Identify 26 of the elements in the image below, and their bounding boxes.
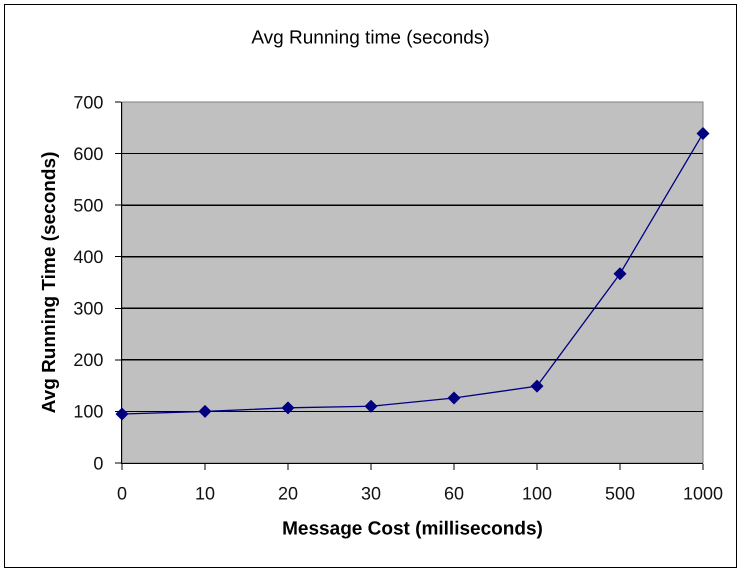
x-tick-label: 1000 (682, 484, 724, 504)
y-tick-label: 100 (73, 402, 104, 422)
point (364, 400, 378, 413)
point (614, 267, 626, 280)
y-tick-label: 700 (73, 92, 104, 112)
y-axis-title: Avg Running Time (seconds) (39, 152, 60, 414)
y-tick-label: 500 (73, 195, 104, 216)
x-tick-label: 10 (194, 484, 216, 504)
point (448, 392, 460, 405)
y-tick-label: 400 (73, 247, 104, 268)
x-tick-label: 60 (444, 484, 464, 504)
point (198, 404, 212, 418)
x-tick-label: 30 (360, 484, 382, 504)
y-tick-label: 0 (93, 453, 104, 474)
y-tick-label: 600 (73, 144, 104, 164)
x-tick-label: 100 (522, 484, 552, 504)
x-axis-title: Message Cost (milliseconds) (282, 518, 543, 540)
x-tick-label: 500 (604, 484, 636, 504)
point (696, 126, 710, 140)
point (282, 401, 294, 414)
y-tick-label: 200 (73, 350, 104, 370)
point (530, 380, 544, 393)
y-tick-label: 300 (73, 298, 104, 319)
x-tick-label: 20 (278, 484, 298, 504)
chart-title: Avg Running time (seconds) (251, 28, 490, 49)
x-tick-label: 0 (116, 484, 128, 504)
